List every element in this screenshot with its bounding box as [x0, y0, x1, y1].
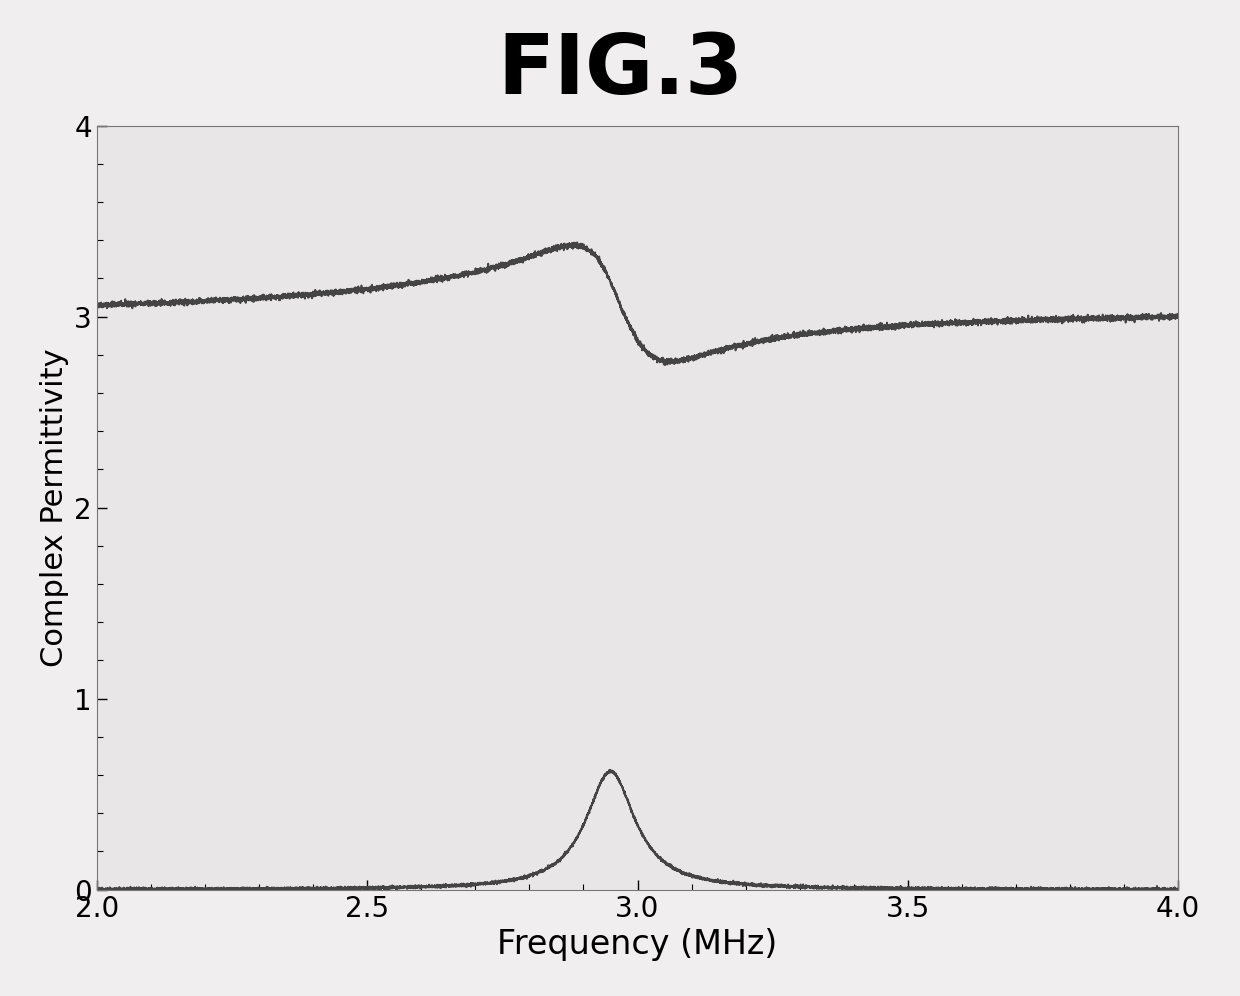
X-axis label: Frequency (MHz): Frequency (MHz)	[497, 928, 777, 961]
Text: FIG.3: FIG.3	[497, 30, 743, 111]
Y-axis label: Complex Permittivity: Complex Permittivity	[40, 349, 68, 667]
